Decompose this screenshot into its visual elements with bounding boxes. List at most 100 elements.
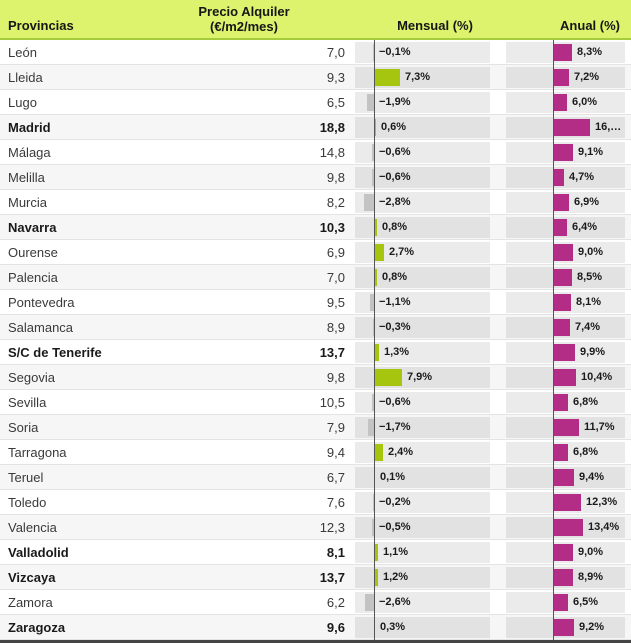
annual-bar <box>553 119 590 136</box>
monthly-bar <box>374 219 377 236</box>
table-row: Valladolid 8,1 1,1% 9,0% <box>0 540 631 565</box>
annual-bar-cell: 16,… <box>506 117 625 138</box>
price-value: 6,9 <box>326 245 345 260</box>
table-row: Zaragoza 9,6 0,3% 9,2% <box>0 615 631 640</box>
monthly-value-label: 1,1% <box>383 546 409 558</box>
province-name: Melilla <box>8 170 45 185</box>
annual-bar-cell: 7,2% <box>506 67 625 88</box>
monthly-bar <box>370 294 374 311</box>
annual-bar <box>553 419 579 436</box>
annual-value-label: 6,9% <box>574 196 600 208</box>
annual-bar <box>553 169 564 186</box>
annual-value-label: 8,5% <box>577 271 603 283</box>
price-value: 8,9 <box>326 320 345 335</box>
annual-bar <box>553 44 572 61</box>
annual-bar <box>553 494 581 511</box>
table-row: León 7,0 −0,1% 8,3% <box>0 40 631 65</box>
table-row: Málaga 14,8 −0,6% 9,1% <box>0 140 631 165</box>
annual-bar-cell: 9,1% <box>506 142 625 163</box>
price-value: 9,3 <box>326 70 345 85</box>
province-name: Ourense <box>8 245 58 260</box>
table-row: Melilla 9,8 −0,6% 4,7% <box>0 165 631 190</box>
annual-value-label: 9,1% <box>578 146 604 158</box>
annual-bar-cell: 7,4% <box>506 317 625 338</box>
table-row: Madrid 18,8 0,6% 16,… <box>0 115 631 140</box>
province-name: León <box>8 45 37 60</box>
monthly-value-label: −0,6% <box>379 396 411 408</box>
annual-value-label: 13,4% <box>588 521 620 533</box>
annual-bar <box>553 194 569 211</box>
annual-value-label: 16,… <box>595 121 622 133</box>
table-row: Pontevedra 9,5 −1,1% 8,1% <box>0 290 631 315</box>
price-value: 8,2 <box>326 195 345 210</box>
table-row: Ourense 6,9 2,7% 9,0% <box>0 240 631 265</box>
annual-value-label: 9,2% <box>579 621 605 633</box>
monthly-bar <box>374 444 383 461</box>
table-row: Lugo 6,5 −1,9% 6,0% <box>0 90 631 115</box>
annual-bar <box>553 619 574 636</box>
monthly-bar-cell: −0,6% <box>355 142 490 163</box>
annual-value-label: 11,7% <box>584 421 615 433</box>
annual-bar-cell: 9,0% <box>506 542 625 563</box>
annual-bar-cell: 9,4% <box>506 467 625 488</box>
monthly-bar-cell: −2,8% <box>355 192 490 213</box>
price-value: 7,0 <box>326 270 345 285</box>
province-name: Madrid <box>8 120 51 135</box>
annual-bar <box>553 369 576 386</box>
annual-value-label: 6,8% <box>573 446 599 458</box>
monthly-bar <box>365 594 374 611</box>
table-row: Salamanca 8,9 −0,3% 7,4% <box>0 315 631 340</box>
annual-bar <box>553 69 569 86</box>
monthly-value-label: 0,8% <box>382 271 408 283</box>
monthly-bar-cell: −1,9% <box>355 92 490 113</box>
column-header-provincias: Provincias <box>8 18 74 33</box>
annual-bar-cell: 9,9% <box>506 342 625 363</box>
annual-value-label: 7,4% <box>575 321 601 333</box>
annual-bar-cell: 11,7% <box>506 417 625 438</box>
monthly-bar-cell: 7,3% <box>355 67 490 88</box>
monthly-value-label: 0,3% <box>380 621 406 633</box>
price-header-line1: Precio Alquiler <box>198 4 290 19</box>
annual-bar <box>553 469 574 486</box>
annual-value-label: 6,5% <box>573 596 599 608</box>
monthly-value-label: 7,9% <box>407 371 433 383</box>
monthly-bar <box>374 69 400 86</box>
monthly-bar <box>374 344 379 361</box>
annual-value-label: 9,9% <box>580 346 606 358</box>
table-row: Zamora 6,2 −2,6% 6,5% <box>0 590 631 615</box>
monthly-bar-cell: −0,5% <box>355 517 490 538</box>
monthly-value-label: −1,9% <box>379 96 411 108</box>
price-value: 9,8 <box>326 170 345 185</box>
price-value: 10,5 <box>319 395 345 410</box>
annual-value-label: 12,3% <box>586 496 618 508</box>
annual-bar-cell: 6,8% <box>506 442 625 463</box>
table-row: Teruel 6,7 0,1% 9,4% <box>0 465 631 490</box>
monthly-value-label: −2,6% <box>379 596 411 608</box>
table-row: Palencia 7,0 0,8% 8,5% <box>0 265 631 290</box>
province-name: Teruel <box>8 470 44 485</box>
province-name: Zamora <box>8 595 53 610</box>
annual-bar-cell: 8,3% <box>506 42 625 63</box>
annual-bar <box>553 544 573 561</box>
monthly-bar <box>374 244 384 261</box>
price-value: 18,8 <box>319 120 345 135</box>
price-value: 9,6 <box>326 620 345 635</box>
table-row: Lleida 9,3 7,3% 7,2% <box>0 65 631 90</box>
monthly-bar-cell: −0,6% <box>355 392 490 413</box>
monthly-value-label: −1,7% <box>379 421 411 433</box>
monthly-bar-cell: −0,6% <box>355 167 490 188</box>
table-row: S/C de Tenerife 13,7 1,3% 9,9% <box>0 340 631 365</box>
province-name: Tarragona <box>8 445 67 460</box>
monthly-zero-axis-line <box>374 40 375 640</box>
annual-bar <box>553 344 575 361</box>
province-name: Segovia <box>8 370 55 385</box>
price-value: 6,5 <box>326 95 345 110</box>
monthly-value-label: 0,6% <box>381 121 407 133</box>
price-value: 6,7 <box>326 470 345 485</box>
monthly-value-label: 0,1% <box>380 471 406 483</box>
price-value: 8,1 <box>326 545 345 560</box>
annual-value-label: 6,4% <box>572 221 598 233</box>
annual-bar-cell: 8,9% <box>506 567 625 588</box>
province-name: Soria <box>8 420 39 435</box>
monthly-bar <box>367 94 374 111</box>
